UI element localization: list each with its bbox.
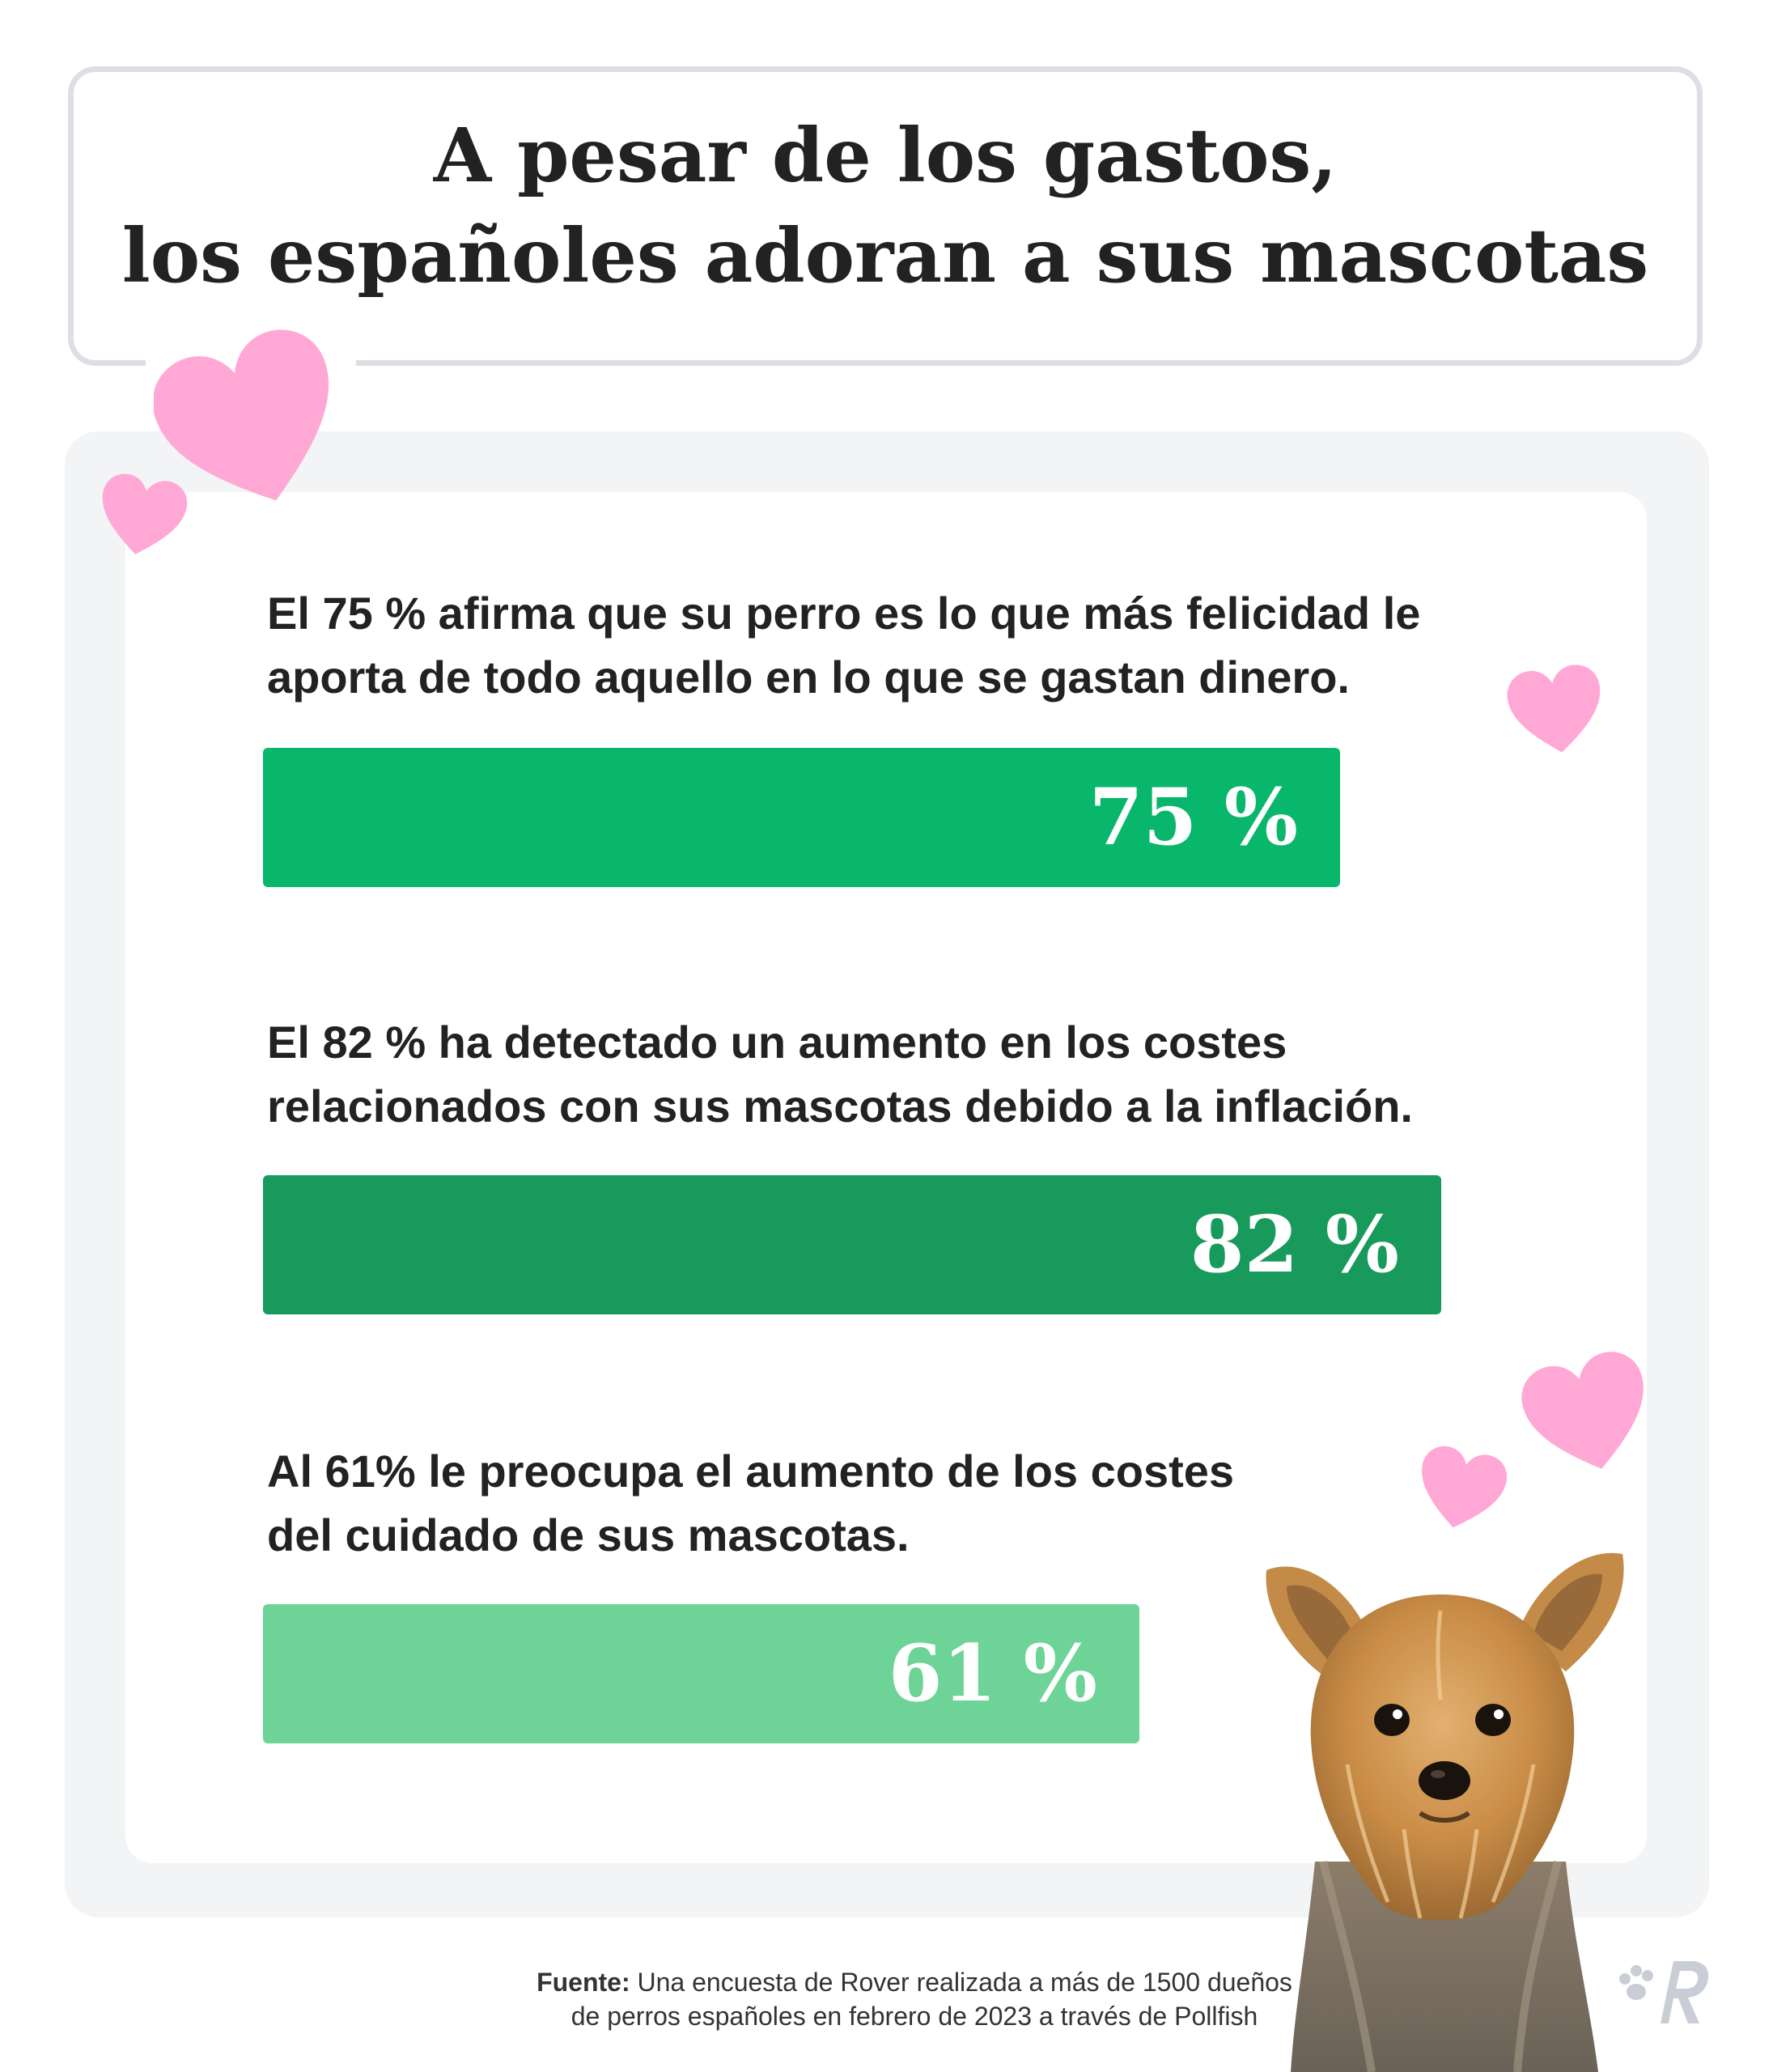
- stat-text-1: El 75 % afirma que su perro es lo que má…: [267, 581, 1594, 709]
- dog-image: [1266, 1552, 1624, 2072]
- stat-text-3-line-2: del cuidado de sus mascotas.: [267, 1509, 910, 1560]
- heart-icon: [1507, 664, 1601, 753]
- stat-text-2-line-2: relacionados con sus mascotas debido a l…: [267, 1081, 1413, 1132]
- heart-icon: [1422, 1446, 1508, 1528]
- source-note: Fuente: Una encuesta de Rover realizada …: [453, 1965, 1376, 2033]
- bar-82-percent: 82 %: [263, 1175, 1441, 1314]
- stat-text-1-line-2: aporta de todo aquello en lo que se gast…: [267, 652, 1350, 703]
- bar-value-label-3: 61 %: [888, 1628, 1097, 1719]
- source-line-1: Una encuesta de Rover realizada a más de…: [637, 1968, 1292, 1997]
- heart-icon: [102, 473, 188, 554]
- title-line-1: A pesar de los gastos,: [433, 112, 1338, 199]
- stat-text-3: Al 61% le preocupa el aumento de los cos…: [267, 1439, 1594, 1567]
- stat-text-2-line-1: El 82 % ha detectado un aumento en los c…: [267, 1017, 1287, 1068]
- page-title: A pesar de los gastos, los españoles ado…: [68, 105, 1703, 306]
- stat-text-2: El 82 % ha detectado un aumento en los c…: [267, 1010, 1594, 1138]
- heart-icon: [154, 329, 329, 501]
- rover-logo-icon: [1619, 1961, 1709, 2023]
- stat-text-3-line-1: Al 61% le preocupa el aumento de los cos…: [267, 1446, 1235, 1497]
- source-line-2: de perros españoles en febrero de 2023 a…: [570, 2002, 1258, 2031]
- bar-75-percent: 75 %: [263, 748, 1340, 887]
- stat-text-1-line-1: El 75 % afirma que su perro es lo que má…: [267, 588, 1421, 639]
- title-line-2: los españoles adoran a sus mascotas: [121, 212, 1649, 299]
- bar-value-label-1: 75 %: [1088, 771, 1298, 863]
- bar-61-percent: 61 %: [263, 1604, 1139, 1743]
- title-box: [68, 66, 1703, 366]
- heart-icon: [1521, 1352, 1644, 1469]
- source-label: Fuente:: [537, 1968, 630, 1997]
- bar-value-label-2: 82 %: [1190, 1199, 1399, 1290]
